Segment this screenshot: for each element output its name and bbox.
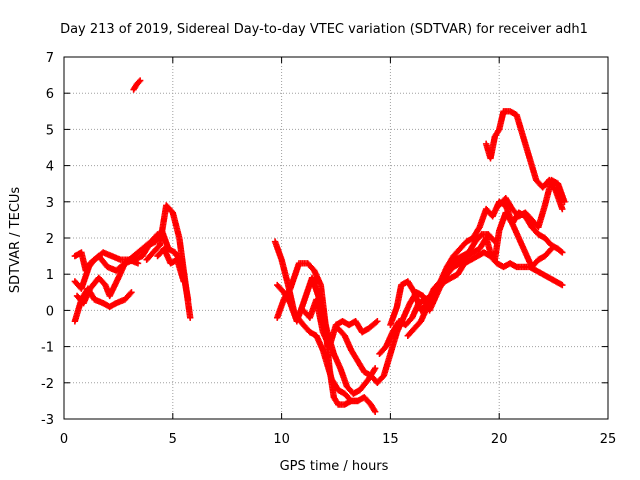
y-axis-label: SDTVAR / TECUs [8, 187, 23, 294]
data-point [558, 248, 565, 255]
data-point [559, 249, 566, 256]
x-tick-label: 25 [600, 432, 617, 447]
data-point [187, 314, 194, 321]
data-point [128, 289, 135, 296]
series-arc-8 [154, 245, 187, 285]
data-series [71, 77, 568, 415]
chart-title: Day 213 of 2019, Sidereal Day-to-day VTE… [60, 22, 588, 37]
data-point [135, 78, 143, 85]
data-point [136, 77, 144, 84]
y-tick-label: 7 [46, 51, 54, 66]
x-tick-label: 10 [273, 432, 290, 447]
series-arc-3 [71, 249, 142, 274]
data-point [561, 198, 568, 205]
y-tick-label: 3 [46, 196, 54, 211]
series-arc-5 [130, 77, 144, 93]
data-point [371, 365, 379, 372]
data-point [559, 205, 566, 213]
x-tick-label: 20 [491, 432, 508, 447]
data-point [372, 319, 380, 326]
data-point [134, 260, 142, 267]
y-tick-label: -2 [41, 377, 54, 392]
series-arc-13 [334, 231, 499, 386]
series-arc-12 [300, 296, 381, 350]
y-tick-label: 5 [46, 123, 54, 138]
data-point [547, 246, 554, 254]
x-tick-label: 5 [169, 432, 177, 447]
series-arc-17 [482, 108, 566, 213]
series-arc-18 [496, 176, 568, 231]
series-arc-14 [376, 249, 566, 358]
y-tick-label: 2 [46, 232, 54, 247]
x-axis-ticks: 0 5 10 15 20 25 [60, 57, 616, 447]
x-axis-label: GPS time / hours [280, 459, 389, 474]
data-point [184, 296, 192, 303]
y-tick-label: 1 [46, 268, 54, 283]
data-point [371, 408, 379, 415]
y-tick-label: 0 [46, 304, 54, 319]
y-axis-ticks: -3 -2 -1 0 1 2 3 4 5 6 7 [41, 51, 608, 428]
y-tick-label: 6 [46, 87, 54, 102]
data-point [374, 318, 381, 325]
x-tick-label: 15 [382, 432, 399, 447]
data-point [559, 281, 566, 289]
x-tick-label: 0 [60, 432, 68, 447]
series-arc-4 [73, 242, 153, 307]
y-tick-label: -3 [41, 413, 54, 428]
data-point [127, 290, 134, 297]
y-tick-label: -1 [41, 341, 54, 356]
data-point [354, 397, 361, 405]
data-point [180, 278, 187, 285]
y-tick-label: 4 [46, 160, 54, 175]
